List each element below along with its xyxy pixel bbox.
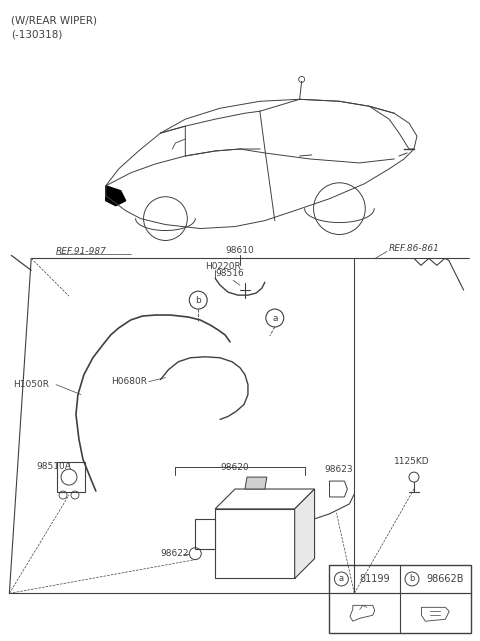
Text: 98662B: 98662B (426, 574, 464, 584)
Text: 98623: 98623 (324, 465, 353, 474)
Text: b: b (195, 296, 201, 304)
Bar (57, 462, 85, 492)
Text: 98622: 98622 (160, 549, 189, 558)
Polygon shape (295, 489, 314, 578)
Polygon shape (106, 186, 126, 206)
Bar (195, 519, 215, 549)
Polygon shape (215, 489, 314, 509)
Text: 98610: 98610 (226, 246, 254, 255)
Text: 98620: 98620 (220, 463, 249, 472)
Text: a: a (339, 574, 344, 583)
Text: REF.91-987: REF.91-987 (56, 247, 107, 256)
Text: b: b (409, 574, 415, 583)
Text: H0220R: H0220R (205, 262, 241, 271)
Text: 98510A: 98510A (36, 462, 71, 470)
Text: a: a (272, 313, 277, 322)
Text: 81199: 81199 (359, 574, 390, 584)
Polygon shape (245, 477, 267, 489)
Text: 1125KD: 1125KD (394, 456, 430, 465)
Text: 98516: 98516 (215, 269, 244, 278)
Text: (W/REAR WIPER): (W/REAR WIPER) (12, 16, 97, 26)
Bar (329, 565, 471, 633)
Polygon shape (215, 509, 295, 578)
Text: H1050R: H1050R (13, 380, 49, 389)
Text: H0680R: H0680R (111, 377, 147, 386)
Text: REF.86-861: REF.86-861 (389, 244, 440, 253)
Text: (-130318): (-130318) (12, 29, 63, 40)
